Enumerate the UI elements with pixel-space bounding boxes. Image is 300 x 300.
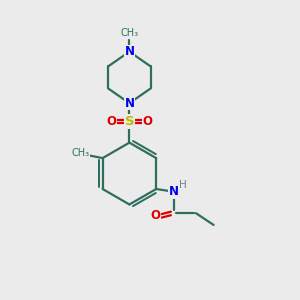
Text: O: O [142, 115, 153, 128]
Text: N: N [169, 185, 179, 199]
Text: H: H [179, 180, 187, 190]
Text: O: O [106, 115, 116, 128]
Text: N: N [124, 45, 134, 58]
Text: N: N [124, 97, 134, 110]
Text: CH₃: CH₃ [71, 148, 90, 158]
Text: O: O [150, 209, 160, 222]
Text: CH₃: CH₃ [120, 28, 139, 38]
Text: S: S [124, 115, 134, 128]
